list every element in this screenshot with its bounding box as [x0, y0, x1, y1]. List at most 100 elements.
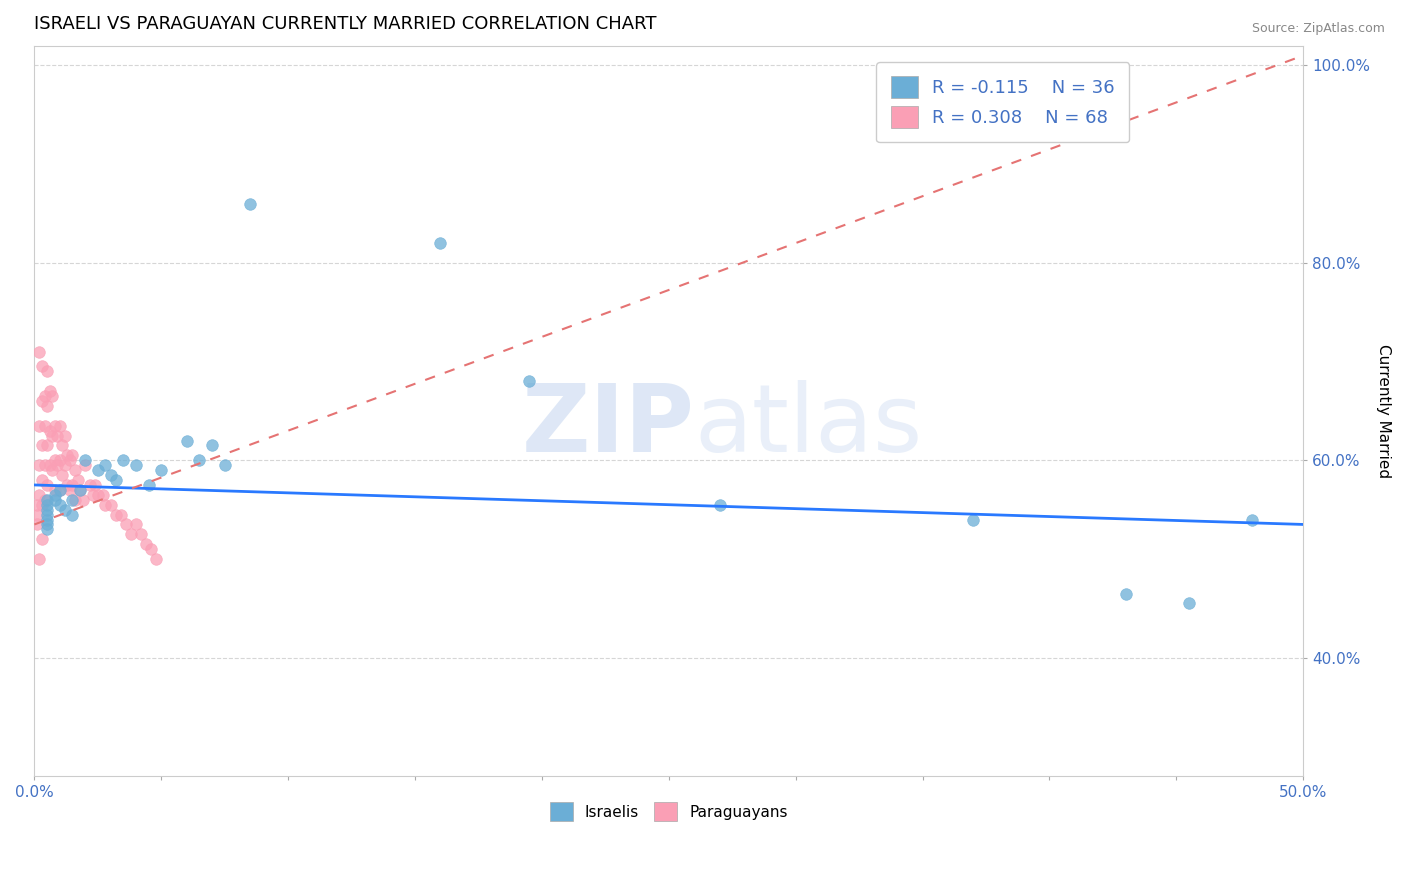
- Point: [87, 488, 110, 502]
- Point: [35, 364, 58, 378]
- Point: [53, 428, 76, 442]
- Point: [35, 498, 58, 512]
- Point: [214, 458, 236, 473]
- Point: [129, 527, 152, 541]
- Point: [91, 488, 114, 502]
- Point: [31, 473, 53, 487]
- Point: [66, 473, 89, 487]
- Text: Source: ZipAtlas.com: Source: ZipAtlas.com: [1251, 22, 1385, 36]
- Point: [138, 478, 160, 492]
- Point: [34, 418, 56, 433]
- Point: [35, 517, 58, 532]
- Point: [46, 458, 69, 473]
- Point: [38, 384, 60, 399]
- Point: [145, 552, 167, 566]
- Point: [1115, 586, 1137, 600]
- Point: [48, 418, 70, 433]
- Point: [34, 458, 56, 473]
- Point: [62, 492, 84, 507]
- Point: [28, 344, 51, 359]
- Point: [94, 498, 117, 512]
- Point: [62, 478, 84, 492]
- Text: ZIP: ZIP: [522, 379, 695, 472]
- Point: [1178, 596, 1201, 610]
- Point: [28, 552, 51, 566]
- Point: [48, 453, 70, 467]
- Point: [25, 517, 48, 532]
- Point: [517, 374, 540, 388]
- Point: [31, 498, 53, 512]
- Point: [35, 438, 58, 452]
- Point: [38, 458, 60, 473]
- Point: [82, 488, 104, 502]
- Point: [63, 463, 86, 477]
- Point: [94, 458, 117, 473]
- Point: [188, 453, 211, 467]
- Point: [35, 512, 58, 526]
- Point: [709, 498, 731, 512]
- Point: [34, 389, 56, 403]
- Point: [75, 458, 97, 473]
- Point: [125, 458, 148, 473]
- Point: [56, 478, 79, 492]
- Point: [79, 478, 101, 492]
- Point: [125, 517, 148, 532]
- Point: [69, 483, 91, 497]
- Point: [120, 527, 142, 541]
- Point: [38, 424, 60, 438]
- Point: [41, 428, 63, 442]
- Point: [48, 498, 70, 512]
- Point: [48, 483, 70, 497]
- Legend: Israelis, Paraguayans: Israelis, Paraguayans: [544, 797, 794, 827]
- Point: [35, 508, 58, 522]
- Point: [44, 488, 66, 502]
- Point: [35, 399, 58, 413]
- Point: [201, 438, 224, 452]
- Text: atlas: atlas: [695, 379, 922, 472]
- Point: [48, 483, 70, 497]
- Point: [25, 498, 48, 512]
- Point: [44, 453, 66, 467]
- Point: [46, 428, 69, 442]
- Point: [35, 522, 58, 536]
- Point: [41, 463, 63, 477]
- Point: [114, 517, 136, 532]
- Point: [62, 508, 84, 522]
- Point: [56, 448, 79, 462]
- Point: [31, 394, 53, 409]
- Point: [962, 512, 984, 526]
- Point: [72, 492, 94, 507]
- Point: [28, 488, 51, 502]
- Point: [62, 448, 84, 462]
- Point: [429, 236, 451, 251]
- Point: [139, 542, 162, 557]
- Text: ISRAELI VS PARAGUAYAN CURRENTLY MARRIED CORRELATION CHART: ISRAELI VS PARAGUAYAN CURRENTLY MARRIED …: [34, 15, 657, 33]
- Point: [150, 463, 173, 477]
- Point: [51, 438, 73, 452]
- Point: [84, 478, 107, 492]
- Point: [35, 478, 58, 492]
- Point: [34, 492, 56, 507]
- Point: [110, 508, 132, 522]
- Point: [75, 453, 97, 467]
- Point: [31, 359, 53, 374]
- Point: [41, 389, 63, 403]
- Point: [1241, 512, 1264, 526]
- Point: [63, 492, 86, 507]
- Point: [104, 508, 127, 522]
- Point: [31, 438, 53, 452]
- Point: [104, 473, 127, 487]
- Point: [31, 533, 53, 547]
- Point: [100, 468, 122, 483]
- Point: [44, 492, 66, 507]
- Y-axis label: Currently Married: Currently Married: [1376, 343, 1391, 478]
- Point: [239, 196, 262, 211]
- Point: [112, 453, 135, 467]
- Point: [135, 537, 157, 551]
- Point: [44, 418, 66, 433]
- Point: [53, 502, 76, 516]
- Point: [28, 458, 51, 473]
- Point: [25, 508, 48, 522]
- Point: [35, 502, 58, 516]
- Point: [35, 492, 58, 507]
